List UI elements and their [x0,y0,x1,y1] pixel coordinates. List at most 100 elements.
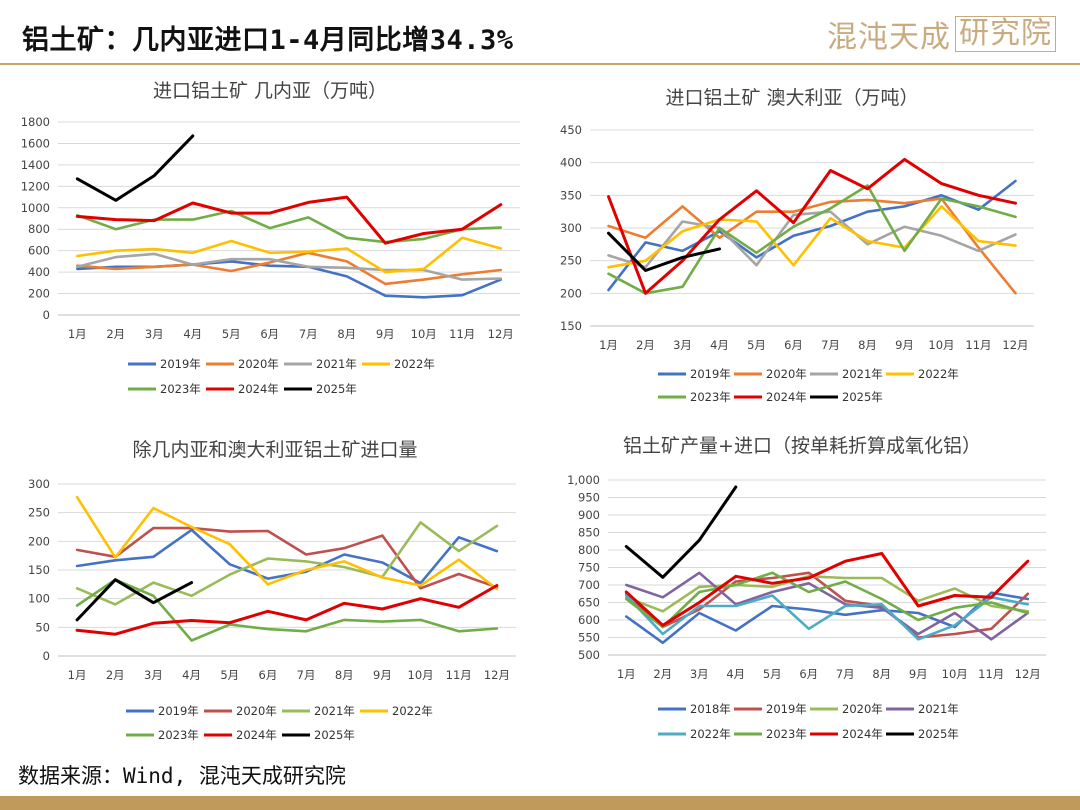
legend-label: 2021年 [918,702,959,716]
series-line [76,236,503,274]
y-tick-label: 400 [28,265,50,279]
x-tick-label: 4月 [710,338,729,352]
series-line [607,210,1017,269]
x-tick-label: 7月 [836,667,855,681]
x-tick-label: 7月 [297,668,316,682]
x-tick-label: 10月 [411,327,437,341]
x-tick-label: 12月 [1002,338,1028,352]
legend-label: 2018年 [690,702,731,716]
y-tick-label: 750 [578,561,600,575]
series-line [75,578,499,642]
legend-label: 2023年 [766,727,807,741]
chart-production-plus-imports: 铝土矿产量+进口（按单耗折算成氧化铝） 500 550 600 650 700 750 800… [567,435,1046,741]
series-line [624,485,738,579]
x-tick-label: 11月 [449,327,475,341]
legend-label: 2024年 [236,728,277,742]
x-tick-label: 11月 [978,667,1004,681]
y-tick-label: 100 [28,592,50,606]
y-tick-label: 400 [560,156,582,170]
legend-label: 2020年 [766,367,807,381]
legend-label: 2020年 [842,702,883,716]
footer-bar [0,796,1080,810]
legend-label: 2019年 [158,704,199,718]
chart-other-imports: 除几内亚和澳大利亚铝土矿进口量 0 50 100 150 200 250 300 1月 2月 3月 4… [28,439,516,742]
legend-label: 2022年 [690,727,731,741]
legend-label: 2025年 [316,382,357,396]
y-tick-label: 1600 [21,136,50,150]
x-tick-label: 10月 [942,667,968,681]
series-line [607,184,1017,295]
legend-label: 2022年 [392,704,433,718]
y-tick-label: 1000 [21,201,50,215]
x-tick-label: 12月 [1015,667,1041,681]
x-tick-label: 2月 [106,668,125,682]
x-tick-label: 2月 [106,327,125,341]
x-tick-label: 1月 [68,668,87,682]
brand-logo: 混沌天成 研究院 [827,14,1056,55]
series-line [625,571,1030,629]
y-tick-label: 0 [43,649,50,663]
series-line [607,179,1017,292]
x-tick-label: 3月 [144,668,163,682]
x-tick-label: 1月 [68,327,87,341]
x-tick-label: 7月 [821,338,840,352]
legend-label: 2023年 [158,728,199,742]
x-tick-label: 6月 [799,667,818,681]
x-tick-label: 10月 [408,668,434,682]
legend-label: 2020年 [236,704,277,718]
series-line [75,195,503,245]
x-tick-label: 4月 [183,327,202,341]
x-tick-label: 12月 [488,327,514,341]
header-divider [0,63,1080,65]
y-tick-label: 1800 [21,115,50,129]
y-tick-label: 150 [560,319,582,333]
y-tick-label: 0 [43,308,50,322]
legend-label: 2021年 [842,367,883,381]
y-tick-label: 150 [28,563,50,577]
x-tick-label: 11月 [446,668,472,682]
x-tick-label: 9月 [909,667,928,681]
y-tick-label: 1200 [21,179,50,193]
legend-label: 2021年 [316,357,357,371]
series-line [607,231,721,272]
x-tick-label: 6月 [260,327,279,341]
y-tick-label: 850 [578,526,600,540]
y-tick-label: 800 [578,543,600,557]
series-line [76,209,503,244]
x-tick-label: 8月 [858,338,877,352]
series-line [607,157,1017,295]
y-tick-label: 450 [560,123,582,137]
x-tick-label: 3月 [145,327,164,341]
series-line [75,521,499,606]
x-tick-label: 3月 [673,338,692,352]
chart-title: 铝土矿产量+进口（按单耗折算成氧化铝） [623,435,981,457]
source-note: 数据来源：Wind, 混沌天成研究院 [18,764,346,788]
x-tick-label: 5月 [763,667,782,681]
y-tick-label: 200 [28,287,50,301]
y-tick-label: 250 [28,506,50,520]
series-line [625,594,1030,641]
x-tick-label: 8月 [335,668,354,682]
legend-label: 2025年 [314,728,355,742]
y-tick-label: 1,000 [567,473,600,487]
x-tick-label: 8月 [872,667,891,681]
chart-title: 除几内亚和澳大利亚铝土矿进口量 [132,439,417,461]
x-tick-label: 9月 [376,327,395,341]
x-tick-label: 2月 [636,338,655,352]
legend-label: 2024年 [238,382,279,396]
x-tick-label: 5月 [747,338,766,352]
legend-label: 2022年 [918,367,959,381]
y-tick-label: 1400 [21,158,50,172]
x-tick-label: 3月 [690,667,709,681]
x-tick-label: 6月 [784,338,803,352]
chart-title: 进口铝土矿 澳大利亚（万吨） [665,87,918,109]
series-line [607,205,1017,269]
x-tick-label: 4月 [726,667,745,681]
y-tick-label: 300 [28,477,50,491]
legend-label: 2021年 [314,704,355,718]
x-tick-label: 5月 [222,327,241,341]
x-tick-label: 8月 [337,327,356,341]
legend-label: 2020年 [238,357,279,371]
y-tick-label: 650 [578,596,600,610]
x-tick-label: 1月 [617,667,636,681]
